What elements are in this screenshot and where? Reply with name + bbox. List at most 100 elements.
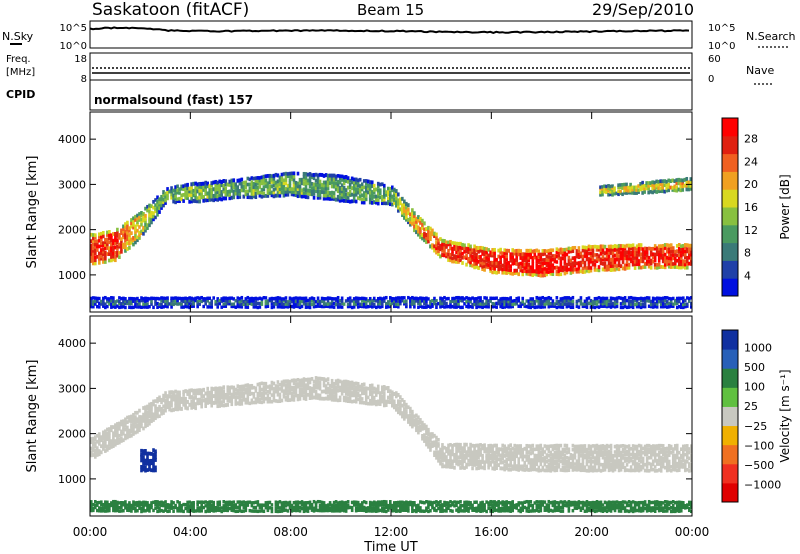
velocity-cell bbox=[90, 446, 93, 451]
power-cell bbox=[457, 258, 460, 262]
velocity-cell bbox=[573, 462, 577, 466]
velocity-cell bbox=[292, 385, 296, 390]
power-cell bbox=[358, 304, 362, 309]
velocity-cell bbox=[164, 401, 167, 406]
power-cell bbox=[282, 183, 286, 188]
power-cell bbox=[310, 192, 314, 197]
power-cell bbox=[342, 302, 346, 306]
power-cell bbox=[441, 248, 444, 253]
velocity-cell bbox=[232, 394, 236, 399]
power-cell bbox=[198, 195, 201, 200]
power-cell bbox=[158, 297, 161, 301]
power-cell bbox=[354, 183, 358, 188]
velocity-cell bbox=[675, 450, 679, 454]
power-cell bbox=[665, 301, 669, 306]
power-cell bbox=[172, 195, 175, 200]
power-cell bbox=[445, 297, 448, 301]
power-cell bbox=[689, 301, 692, 306]
power-cell bbox=[140, 296, 143, 300]
power-cell bbox=[451, 304, 454, 309]
power-cell bbox=[685, 302, 689, 306]
power-cell bbox=[391, 194, 394, 199]
velocity-cell bbox=[358, 394, 362, 398]
power-cell bbox=[465, 246, 468, 251]
power-cell bbox=[659, 305, 663, 309]
power-cell bbox=[637, 252, 641, 257]
power-cell bbox=[475, 245, 478, 250]
velocity-cell bbox=[535, 453, 539, 458]
power-cell bbox=[210, 187, 214, 192]
power-cell bbox=[194, 188, 197, 193]
velocity-cell bbox=[132, 432, 135, 436]
power-cell bbox=[166, 302, 169, 306]
power-cell bbox=[667, 182, 671, 187]
power-cell bbox=[669, 256, 673, 261]
velocity-cell bbox=[338, 395, 342, 400]
power-cell bbox=[417, 215, 420, 220]
power-cell bbox=[401, 210, 404, 215]
velocity-cell bbox=[689, 446, 692, 451]
velocity-cell bbox=[473, 449, 476, 454]
power-cell bbox=[226, 301, 230, 306]
power-cell bbox=[577, 249, 581, 254]
velocity-cell bbox=[555, 462, 559, 466]
velocity-cell bbox=[214, 400, 218, 405]
velocity-cell bbox=[384, 402, 388, 407]
power-cell bbox=[140, 305, 143, 309]
velocity-cell bbox=[256, 394, 260, 399]
velocity-cell bbox=[116, 435, 119, 440]
velocity-cell bbox=[627, 447, 631, 452]
velocity-cell bbox=[425, 431, 428, 436]
power-cell bbox=[603, 257, 607, 262]
velocity-cell bbox=[304, 393, 308, 398]
velocity-cell bbox=[531, 461, 535, 466]
power-cell bbox=[234, 191, 238, 196]
power-cell bbox=[192, 181, 195, 186]
velocity-cell bbox=[647, 447, 651, 452]
velocity-cell bbox=[144, 415, 147, 420]
velocity-cell bbox=[120, 422, 123, 427]
power-cell bbox=[527, 305, 531, 309]
power-cell bbox=[419, 234, 422, 239]
velocity-cell bbox=[114, 508, 117, 513]
velocity-cell bbox=[571, 453, 575, 458]
velocity-cell bbox=[268, 396, 272, 401]
power-cell bbox=[348, 304, 352, 309]
power-cell bbox=[330, 173, 334, 178]
power-cell bbox=[114, 241, 117, 246]
power-cell bbox=[609, 268, 613, 272]
power-cell bbox=[409, 220, 412, 225]
power-cell bbox=[204, 198, 207, 203]
power-cell bbox=[623, 298, 627, 303]
power-cell bbox=[276, 299, 280, 303]
power-cell bbox=[397, 296, 400, 300]
velocity-cell bbox=[218, 396, 222, 401]
power-cell bbox=[601, 299, 605, 304]
power-cell bbox=[154, 296, 157, 301]
power-cell bbox=[150, 214, 153, 219]
power-cell bbox=[527, 258, 531, 263]
power-cell bbox=[611, 190, 614, 194]
power-cell bbox=[308, 305, 312, 310]
velocity-cell bbox=[491, 456, 494, 461]
power-cell bbox=[427, 235, 430, 240]
power-cell bbox=[176, 296, 179, 301]
power-cell bbox=[577, 298, 581, 303]
velocity-cell bbox=[106, 435, 109, 439]
power-cell bbox=[270, 174, 274, 179]
power-cell bbox=[304, 175, 308, 180]
power-cell bbox=[545, 272, 549, 277]
velocity-cell bbox=[368, 383, 372, 388]
velocity-cell bbox=[679, 461, 683, 466]
power-cell bbox=[336, 182, 340, 187]
power-cell bbox=[186, 190, 189, 194]
velocity-cell bbox=[673, 462, 677, 467]
power-cell bbox=[280, 302, 284, 306]
power-cell bbox=[663, 265, 667, 270]
power-cell bbox=[579, 263, 583, 268]
velocity-cell bbox=[306, 392, 310, 397]
power-cell bbox=[144, 226, 147, 230]
velocity-cell bbox=[118, 440, 121, 445]
velocity-cell bbox=[637, 449, 641, 454]
power-cell bbox=[429, 244, 432, 249]
